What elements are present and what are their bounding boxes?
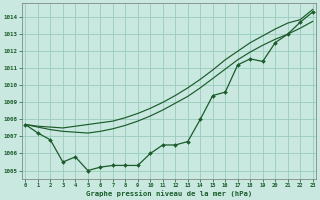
X-axis label: Graphe pression niveau de la mer (hPa): Graphe pression niveau de la mer (hPa) bbox=[86, 190, 252, 197]
